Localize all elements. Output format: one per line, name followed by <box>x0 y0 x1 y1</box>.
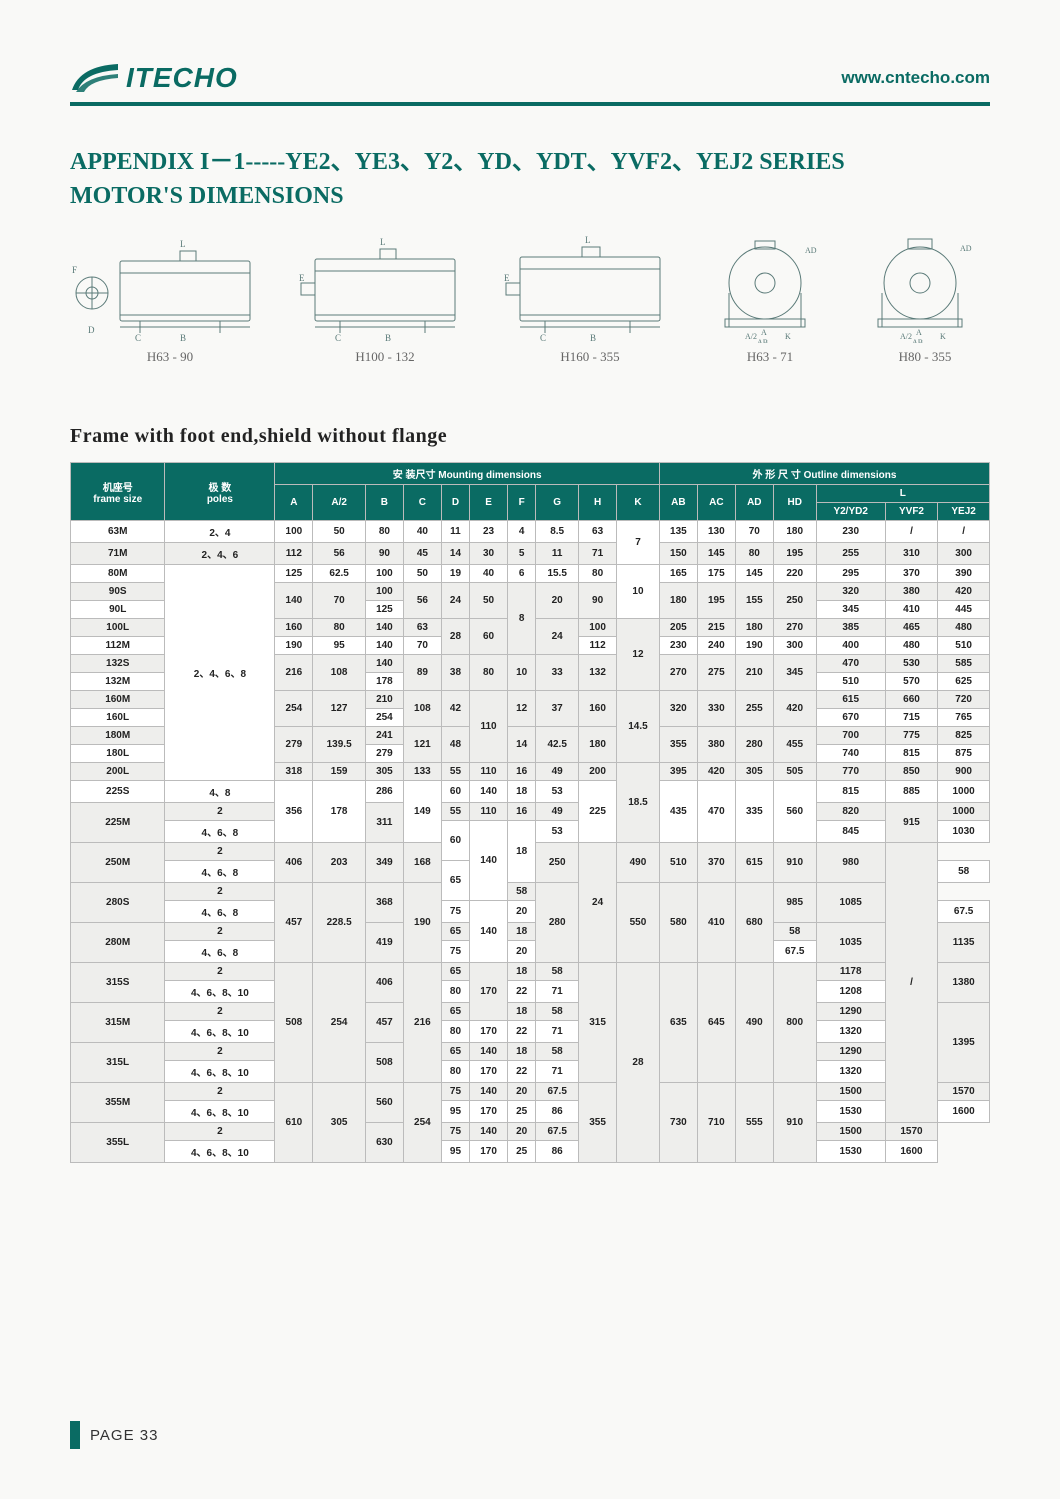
col-H: H <box>579 485 617 521</box>
col-L-yej2: YEJ2 <box>938 503 990 521</box>
table-header: 机座号 frame size 极 数 poles 安 装尺寸 Mounting … <box>71 463 990 521</box>
motor-side-view-icon: C B L E <box>295 233 475 343</box>
svg-text:B: B <box>385 333 391 343</box>
svg-text:A/2: A/2 <box>900 332 912 341</box>
svg-text:A: A <box>761 328 767 337</box>
diagram-label: H160 - 355 <box>560 349 619 365</box>
svg-text:L: L <box>585 235 591 245</box>
header-bar: ITECHO www.cntecho.com <box>70 60 990 106</box>
svg-text:B: B <box>590 333 596 343</box>
title-line2: MOTOR'S DIMENSIONS <box>70 183 344 209</box>
diagram-label: H63 - 71 <box>747 349 793 365</box>
logo-text: ITECHO <box>126 62 238 94</box>
page-number: PAGE 33 <box>70 1421 158 1449</box>
col-HD: HD <box>773 485 816 521</box>
col-E: E <box>470 485 508 521</box>
svg-text:F: F <box>72 265 77 275</box>
col-G: G <box>536 485 579 521</box>
diagram-label: H63 - 90 <box>147 349 193 365</box>
col-K: K <box>617 485 660 521</box>
col-F: F <box>508 485 536 521</box>
svg-text:C: C <box>540 333 546 343</box>
diagram-label: H80 - 355 <box>899 349 952 365</box>
svg-text:AB: AB <box>912 338 923 343</box>
appendix-title: APPENDIX I－1-----YE2、YE3、Y2、YD、YDT、YVF2、… <box>70 146 990 213</box>
svg-text:K: K <box>785 332 791 341</box>
website-url: www.cntecho.com <box>841 68 990 88</box>
table-subtitle: Frame with foot end,shield without flang… <box>70 425 990 448</box>
col-poles: 极 数 poles <box>165 463 275 521</box>
diagram-label: H100 - 132 <box>355 349 414 365</box>
page-marker-icon <box>70 1421 80 1449</box>
col-A: A <box>275 485 313 521</box>
col-group-mounting: 安 装尺寸 Mounting dimensions <box>275 463 660 485</box>
col-AD: AD <box>735 485 773 521</box>
diagram-h63-90: D F C B L H63 - 90 <box>70 233 270 365</box>
svg-text:B: B <box>180 333 186 343</box>
svg-text:A: A <box>916 328 922 337</box>
svg-text:K: K <box>940 332 946 341</box>
motor-side-view-icon: D F C B L <box>70 233 270 343</box>
svg-text:E: E <box>504 273 510 283</box>
svg-text:L: L <box>180 239 186 249</box>
title-line1: APPENDIX I－1-----YE2、YE3、Y2、YD、YDT、YVF2、… <box>70 149 845 175</box>
page-number-text: PAGE 33 <box>90 1427 158 1444</box>
logo-swoosh-icon <box>70 60 120 96</box>
col-L-yvf2: YVF2 <box>885 503 938 521</box>
svg-text:E: E <box>299 273 305 283</box>
dimensions-table: 机座号 frame size 极 数 poles 安 装尺寸 Mounting … <box>70 462 990 1163</box>
table-body: 63M2、4100508040112348.563713513070180230… <box>71 521 990 1163</box>
svg-text:L: L <box>380 237 386 247</box>
col-B: B <box>365 485 403 521</box>
col-A2: A/2 <box>313 485 366 521</box>
svg-text:AB: AB <box>757 338 768 343</box>
logo: ITECHO <box>70 60 238 96</box>
motor-side-view-icon: C B L E <box>500 233 680 343</box>
svg-text:AD: AD <box>805 246 817 255</box>
col-frame: 机座号 frame size <box>71 463 165 521</box>
col-L-y2: Y2/YD2 <box>816 503 885 521</box>
svg-text:A/2: A/2 <box>745 332 757 341</box>
motor-end-view-icon: A/2 K A AD AB <box>705 233 835 343</box>
diagram-h63-71: A/2 K A AD AB H63 - 71 <box>705 233 835 365</box>
col-L: L <box>816 485 989 503</box>
motor-end-view-icon: A/2 K A AD AB <box>860 233 990 343</box>
svg-text:AD: AD <box>960 244 972 253</box>
col-D: D <box>441 485 469 521</box>
diagram-h80-355: A/2 K A AD AB H80 - 355 <box>860 233 990 365</box>
svg-text:D: D <box>88 325 95 335</box>
svg-text:C: C <box>135 333 141 343</box>
col-AB: AB <box>659 485 697 521</box>
col-C: C <box>403 485 441 521</box>
diagram-h160-355: C B L E H160 - 355 <box>500 233 680 365</box>
diagram-h100-132: C B L E H100 - 132 <box>295 233 475 365</box>
motor-diagrams-row: D F C B L H63 - 90 <box>70 233 990 365</box>
svg-text:C: C <box>335 333 341 343</box>
col-AC: AC <box>697 485 735 521</box>
col-group-outline: 外 形 尺 寸 Outline dimensions <box>659 463 989 485</box>
